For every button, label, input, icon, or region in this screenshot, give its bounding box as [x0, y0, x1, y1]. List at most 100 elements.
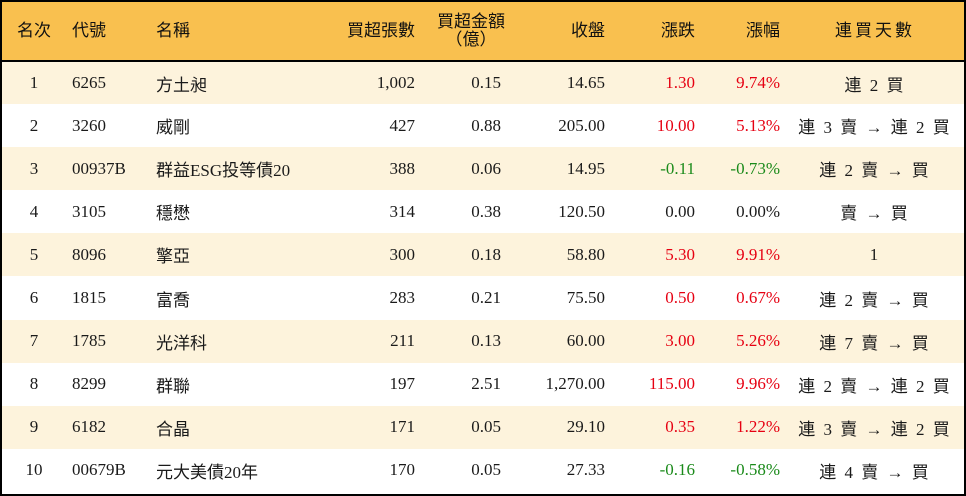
cell-code[interactable]: 00679B: [72, 460, 126, 480]
table-row[interactable]: 7 1785 光洋科 211 0.13 60.00 3.00 5.26% 連 7…: [2, 319, 964, 363]
header-net-buy-lots[interactable]: 買超張數: [347, 21, 415, 41]
cell-code[interactable]: 8299: [72, 374, 106, 394]
cell-close: 14.65: [566, 73, 605, 93]
cell-close: 120.50: [558, 201, 605, 221]
table-row[interactable]: 6 1815 富喬 283 0.21 75.50 0.50 0.67% 連 2 …: [2, 276, 964, 320]
table-row[interactable]: 2 3260 威剛 427 0.88 205.00 10.00 5.13% 連 …: [2, 104, 964, 148]
cell-name[interactable]: 富喬: [156, 290, 190, 310]
cell-net-buy-amount: 0.05: [471, 417, 501, 437]
header-code[interactable]: 代號: [72, 21, 106, 41]
cell-streak: 連 2 賣 → 買: [819, 161, 931, 181]
cell-streak: 1: [869, 244, 881, 264]
cell-net-buy-amount: 0.15: [471, 73, 501, 93]
cell-net-buy-lots: 314: [389, 201, 416, 221]
cell-name[interactable]: 光洋科: [156, 333, 207, 353]
cell-rank: 1: [29, 73, 39, 93]
table-header: 名次 代號 名稱 買超張數 買超金額 （億） 收盤 漲跌 漲幅 連買天數: [2, 2, 964, 61]
cell-name[interactable]: 威剛: [156, 118, 190, 138]
cell-change: 0.50: [665, 288, 695, 308]
cell-change: 3.00: [665, 331, 695, 351]
table-row[interactable]: 9 6182 合晶 171 0.05 29.10 0.35 1.22% 連 3 …: [2, 405, 964, 449]
cell-streak: 連 2 買: [844, 75, 906, 95]
cell-close: 75.50: [566, 288, 605, 308]
cell-net-buy-amount: 0.88: [471, 115, 501, 135]
cell-code[interactable]: 1815: [72, 288, 106, 308]
cell-code[interactable]: 3260: [72, 115, 106, 135]
cell-rank: 4: [29, 201, 39, 221]
cell-change: 5.30: [665, 244, 695, 264]
cell-net-buy-lots: 283: [389, 288, 416, 308]
cell-net-buy-amount: 2.51: [471, 374, 501, 394]
cell-close: 60.00: [566, 331, 605, 351]
cell-change-pct: 0.67%: [736, 288, 780, 308]
cell-change-pct: 9.96%: [736, 374, 780, 394]
cell-code[interactable]: 00937B: [72, 158, 126, 178]
cell-streak: 連 3 賣 → 連 2 買: [798, 419, 952, 439]
table-row[interactable]: 5 8096 擎亞 300 0.18 58.80 5.30 9.91% 1: [2, 233, 964, 277]
cell-rank: 2: [29, 115, 39, 135]
cell-close: 29.10: [566, 417, 605, 437]
table-row[interactable]: 8 8299 群聯 197 2.51 1,270.00 115.00 9.96%…: [2, 362, 964, 406]
header-close[interactable]: 收盤: [571, 21, 605, 41]
header-net-buy-amount[interactable]: 買超金額 （億）: [421, 2, 521, 61]
cell-name[interactable]: 群益ESG投等債20: [156, 161, 291, 181]
cell-net-buy-lots: 427: [389, 115, 416, 135]
cell-name[interactable]: 合晶: [156, 419, 190, 439]
cell-change: 1.30: [665, 73, 695, 93]
table-row[interactable]: 4 3105 穩懋 314 0.38 120.50 0.00 0.00% 賣 →…: [2, 190, 964, 234]
header-net-buy-amount-line2: （億）: [445, 30, 497, 50]
table-row[interactable]: 10 00679B 元大美債20年 170 0.05 27.33 -0.16 -…: [2, 448, 964, 492]
cell-rank: 10: [25, 460, 43, 480]
cell-change-pct: 5.26%: [736, 331, 780, 351]
header-net-buy-amount-line1: 買超金額: [437, 12, 505, 32]
cell-streak: 賣 → 買: [840, 204, 910, 224]
header-change[interactable]: 漲跌: [661, 21, 695, 41]
cell-name[interactable]: 群聯: [156, 376, 190, 396]
cell-close: 14.95: [566, 158, 605, 178]
cell-close: 27.33: [566, 460, 605, 480]
header-rank[interactable]: 名次: [17, 21, 51, 41]
cell-close: 58.80: [566, 244, 605, 264]
cell-change-pct: 0.00%: [736, 201, 780, 221]
cell-rank: 7: [29, 331, 39, 351]
cell-rank: 5: [29, 244, 39, 264]
cell-name[interactable]: 方土昶: [156, 75, 207, 95]
table-row[interactable]: 1 6265 方土昶 1,002 0.15 14.65 1.30 9.74% 連…: [2, 61, 964, 105]
cell-change: 0.35: [665, 417, 695, 437]
cell-change-pct: 5.13%: [736, 115, 780, 135]
cell-name[interactable]: 元大美債20年: [156, 462, 258, 482]
cell-streak: 連 2 賣 → 買: [819, 290, 931, 310]
cell-streak: 連 3 賣 → 連 2 買: [798, 118, 952, 138]
cell-name[interactable]: 擎亞: [156, 247, 190, 267]
cell-net-buy-lots: 171: [389, 417, 416, 437]
cell-net-buy-amount: 0.21: [471, 288, 501, 308]
cell-streak: 連 2 賣 → 連 2 買: [798, 376, 952, 396]
table-row[interactable]: 3 00937B 群益ESG投等債20 388 0.06 14.95 -0.11…: [2, 147, 964, 191]
cell-code[interactable]: 6182: [72, 417, 106, 437]
cell-change: -0.16: [659, 460, 695, 480]
cell-name[interactable]: 穩懋: [156, 204, 190, 224]
cell-net-buy-lots: 170: [389, 460, 416, 480]
cell-rank: 8: [29, 374, 39, 394]
header-change-pct[interactable]: 漲幅: [746, 21, 780, 41]
cell-net-buy-lots: 388: [389, 158, 416, 178]
cell-close: 1,270.00: [545, 374, 606, 394]
cell-code[interactable]: 3105: [72, 201, 106, 221]
cell-code[interactable]: 1785: [72, 331, 106, 351]
cell-change: -0.11: [660, 158, 695, 178]
cell-close: 205.00: [558, 115, 605, 135]
cell-change-pct: 1.22%: [736, 417, 780, 437]
cell-change-pct: -0.73%: [730, 158, 780, 178]
cell-net-buy-lots: 197: [389, 374, 416, 394]
cell-net-buy-amount: 0.18: [471, 244, 501, 264]
cell-code[interactable]: 6265: [72, 73, 106, 93]
header-streak[interactable]: 連買天數: [835, 21, 915, 41]
cell-net-buy-lots: 300: [389, 244, 416, 264]
cell-change: 10.00: [656, 115, 695, 135]
header-name[interactable]: 名稱: [156, 21, 190, 41]
cell-change: 0.00: [665, 201, 695, 221]
cell-net-buy-amount: 0.38: [471, 201, 501, 221]
cell-code[interactable]: 8096: [72, 244, 106, 264]
cell-change: 115.00: [648, 374, 695, 394]
cell-net-buy-amount: 0.06: [471, 158, 501, 178]
